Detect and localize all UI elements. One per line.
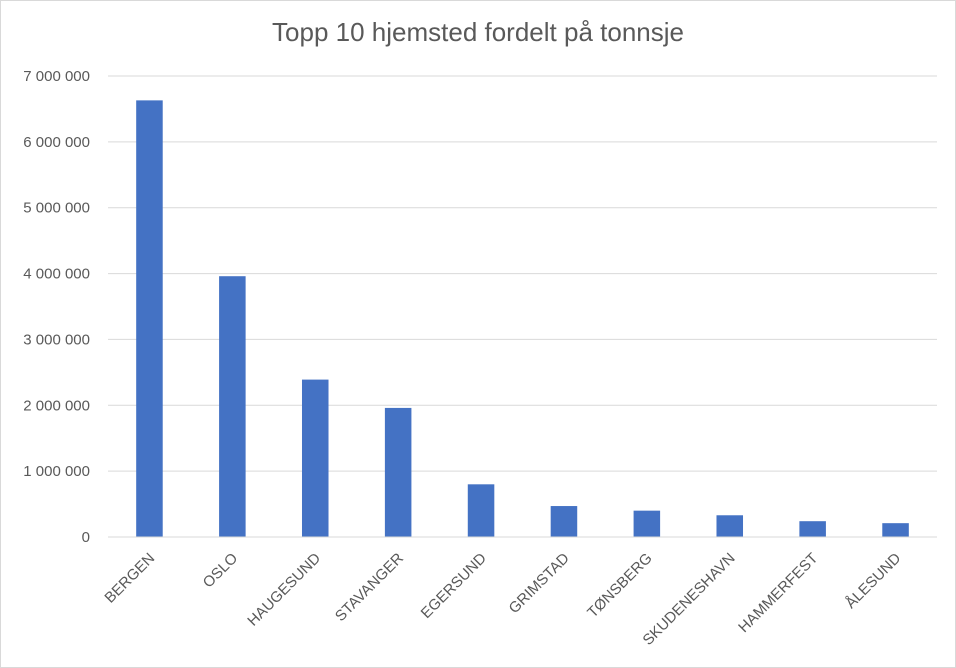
y-axis-ticks: 0 1 000 000 2 000 000 3 000 000 4 000 000 5 0…	[23, 68, 90, 546]
gridlines	[108, 75, 937, 472]
bar	[384, 407, 412, 537]
y-tick-label: 4 000 000	[23, 266, 90, 283]
x-axis-labels: BERGEN OSLO HAUGESUND STAVANGER EGERSUND GRIM…	[101, 550, 904, 649]
bars	[136, 100, 909, 538]
x-tick-label: HAUGESUND	[244, 550, 324, 630]
bar	[716, 515, 744, 537]
x-tick-label: STAVANGER	[332, 550, 407, 625]
x-tick-label: EGERSUND	[418, 550, 490, 622]
y-tick-label: 5 000 000	[23, 200, 90, 217]
x-tick-label: BERGEN	[101, 550, 158, 607]
x-tick-label: ÅLESUND	[842, 550, 904, 612]
bar	[882, 523, 909, 537]
y-tick-label: 7 000 000	[23, 68, 90, 85]
y-tick-label: 3 000 000	[23, 331, 90, 348]
y-tick-label: 0	[82, 529, 90, 546]
bar	[550, 506, 578, 537]
y-tick-label: 1 000 000	[23, 463, 90, 480]
bar	[301, 379, 329, 537]
x-tick-label: OSLO	[200, 550, 241, 591]
y-tick-label: 6 000 000	[23, 134, 90, 151]
bar	[799, 521, 826, 537]
bar	[219, 276, 246, 537]
y-tick-label: 2 000 000	[23, 397, 90, 414]
chart-title: Topp 10 hjemsted fordelt på tonnsje	[272, 17, 684, 47]
bar	[467, 484, 495, 537]
x-tick-label: TØNSBERG	[584, 550, 656, 622]
bar	[633, 510, 661, 537]
x-tick-label: HAMMERFEST	[735, 550, 821, 636]
x-tick-label: GRIMSTAD	[506, 550, 573, 617]
x-tick-label: SKUDENESHAVN	[640, 550, 739, 649]
bar	[136, 100, 163, 538]
